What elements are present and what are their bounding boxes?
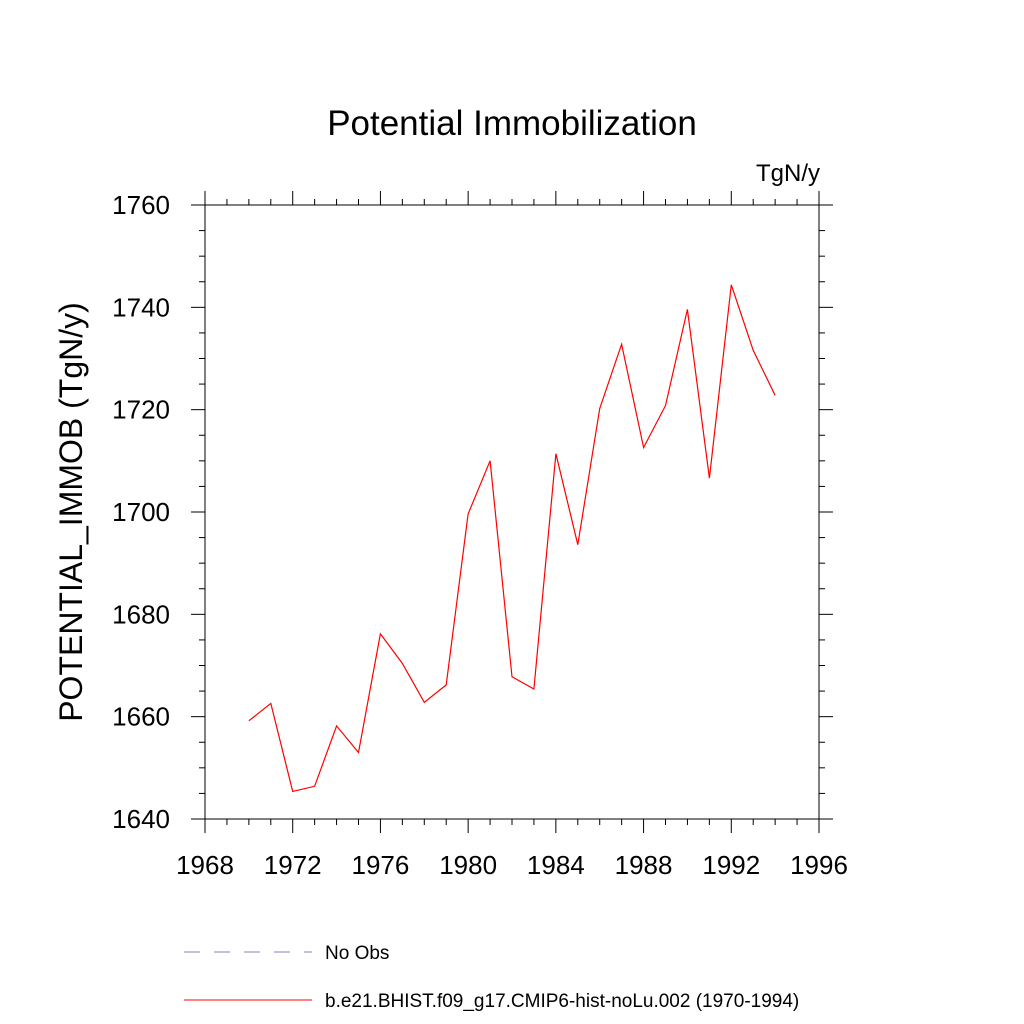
x-tick-label: 1984: [527, 850, 585, 880]
y-tick-label: 1640: [112, 804, 170, 834]
x-tick-label: 1988: [615, 850, 673, 880]
legend: No Obs b.e21.BHIST.f09_g17.CMIP6-hist-noL…: [184, 943, 799, 1012]
x-tick-label: 1980: [439, 850, 497, 880]
y-tick-label: 1740: [112, 292, 170, 322]
x-tick-label: 1972: [264, 850, 322, 880]
series-group: [248, 284, 776, 793]
axis-ticks: [191, 191, 833, 833]
legend-label: b.e21.BHIST.f09_g17.CMIP6-hist-noLu.002 …: [325, 991, 799, 1012]
y-tick-label: 1660: [112, 702, 170, 732]
x-tick-label: 1968: [176, 850, 234, 880]
y-tick-label: 1700: [112, 497, 170, 527]
y-axis-label: POTENTIAL_IMMOB (TgN/y): [53, 302, 89, 722]
y-tick-label: 1760: [112, 190, 170, 220]
x-tick-label: 1992: [702, 850, 760, 880]
plot-frame: [204, 204, 820, 820]
y-tick-label: 1720: [112, 395, 170, 425]
x-tick-label: 1996: [790, 850, 848, 880]
y-tick-label: 1680: [112, 599, 170, 629]
x-tick-labels: 1968 1972 1976 1980 1984 1988 1992 1996: [176, 850, 848, 880]
series-line: [248, 284, 776, 793]
x-tick-label: 1976: [352, 850, 410, 880]
units-label: TgN/y: [756, 160, 820, 187]
chart-title: Potential Immobilization: [327, 104, 697, 143]
y-tick-labels: 1640 1660 1680 1700 1720 1740 1760: [112, 190, 170, 834]
legend-label: No Obs: [325, 943, 389, 964]
